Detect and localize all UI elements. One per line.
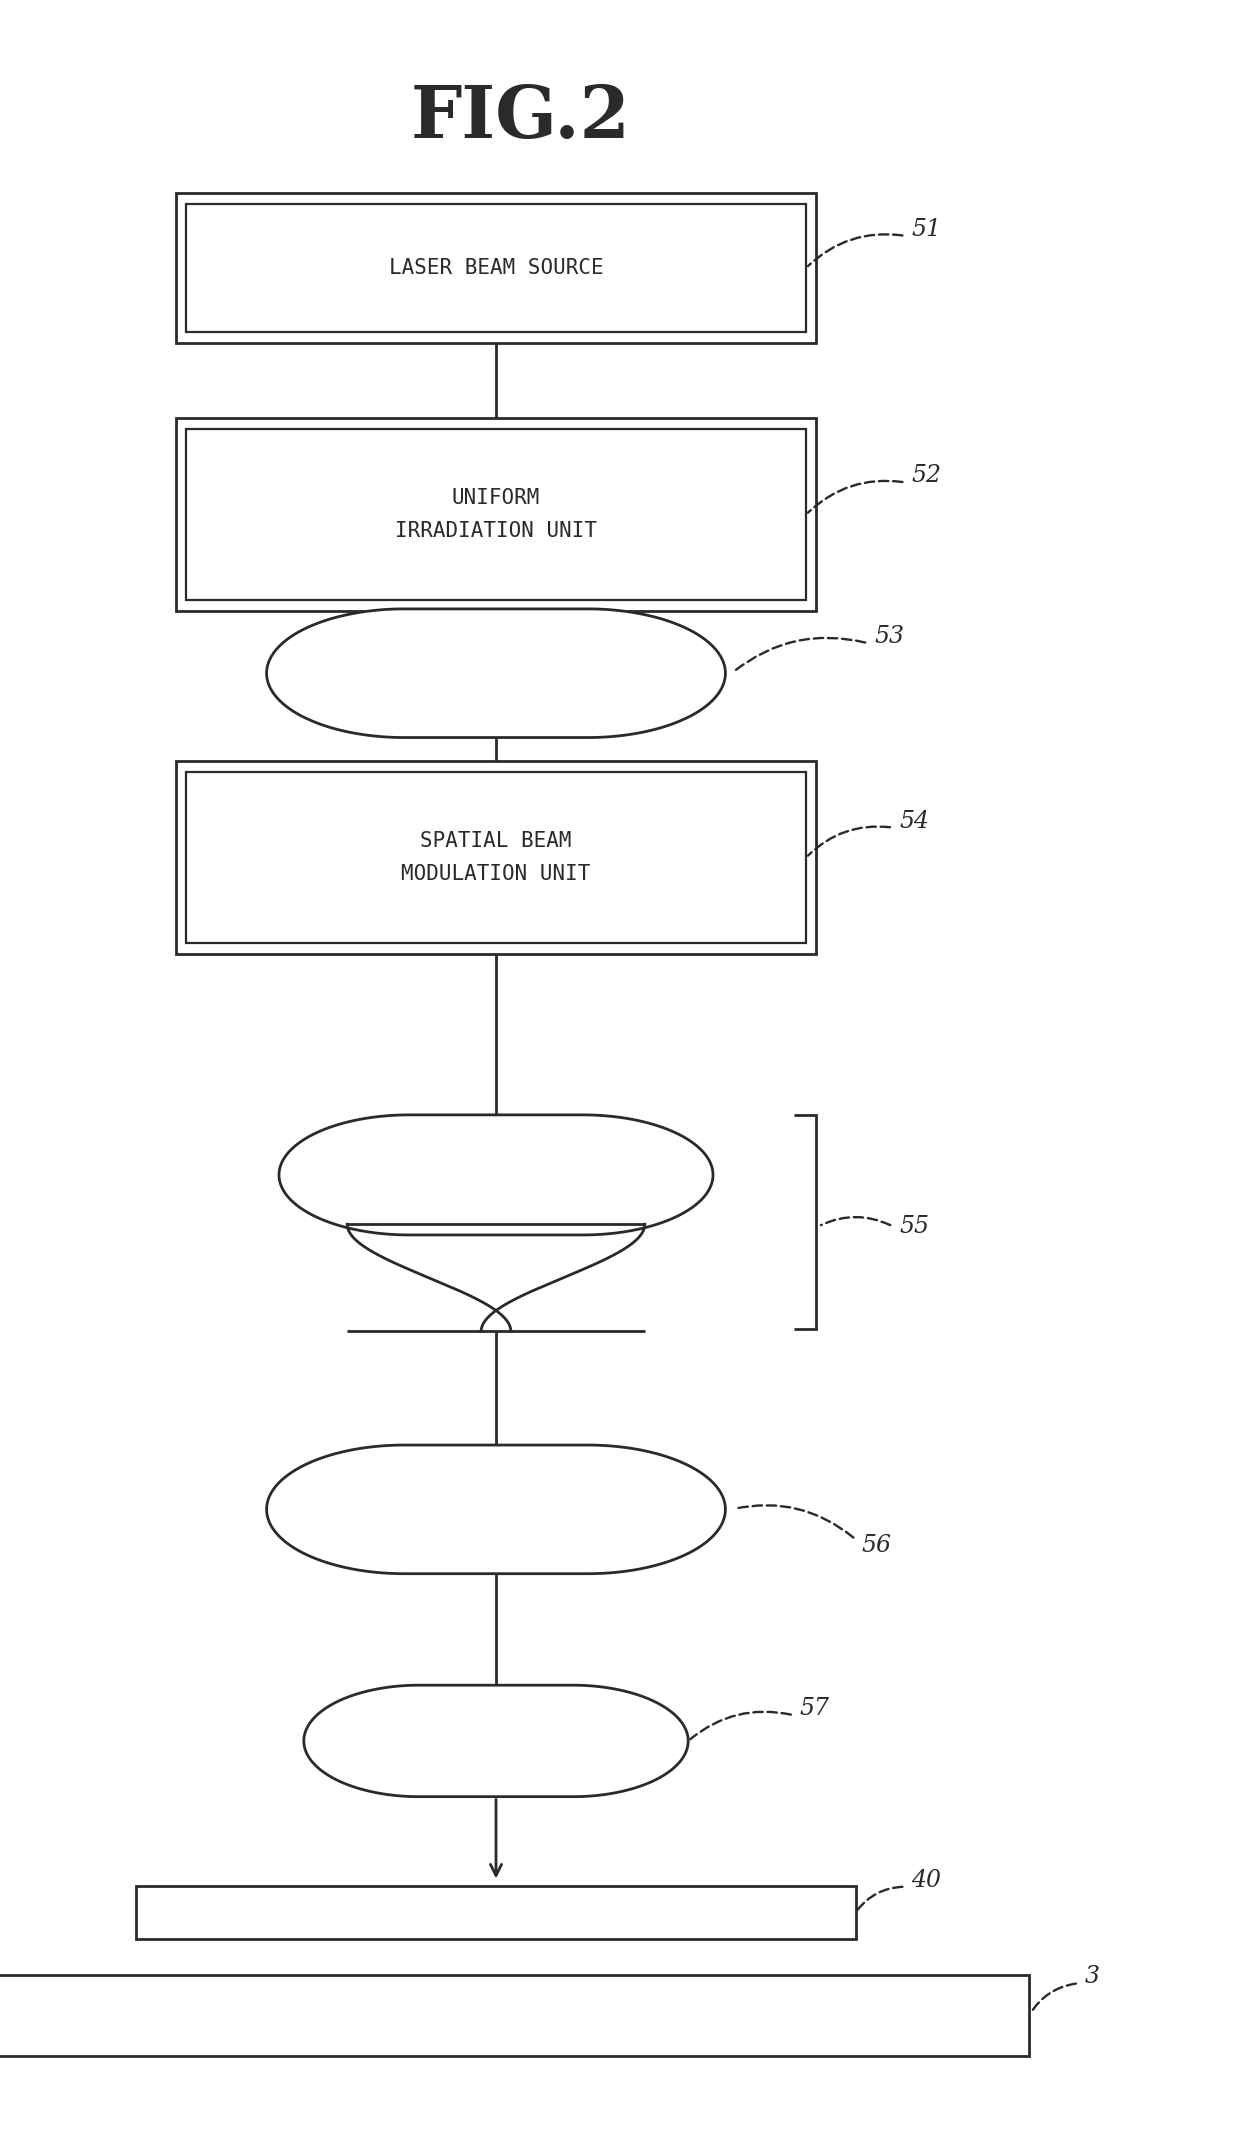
Bar [176,193,816,343]
Bar [176,418,816,611]
Text: UNIFORM
IRRADIATION UNIT: UNIFORM IRRADIATION UNIT [396,489,596,540]
Bar [136,1887,856,1938]
Text: FIG.2: FIG.2 [410,81,631,154]
Text: 3: 3 [1085,1966,1100,1987]
Bar [186,204,806,332]
Text: 55: 55 [899,1216,929,1237]
Text: 52: 52 [911,465,941,487]
Bar [176,761,816,954]
Text: 40: 40 [911,1870,941,1891]
Polygon shape [347,1224,645,1331]
Bar [0,1975,1029,2056]
Bar [186,429,806,600]
Polygon shape [279,1115,713,1235]
Text: 56: 56 [862,1535,892,1557]
Polygon shape [267,609,725,738]
Text: 54: 54 [899,810,929,832]
Polygon shape [267,1445,725,1574]
Bar [186,772,806,943]
Text: SPATIAL BEAM
MODULATION UNIT: SPATIAL BEAM MODULATION UNIT [402,832,590,883]
Text: 51: 51 [911,219,941,240]
Polygon shape [304,1685,688,1797]
Text: LASER BEAM SOURCE: LASER BEAM SOURCE [388,257,604,279]
Text: 57: 57 [800,1698,830,1719]
Text: 53: 53 [874,626,904,647]
